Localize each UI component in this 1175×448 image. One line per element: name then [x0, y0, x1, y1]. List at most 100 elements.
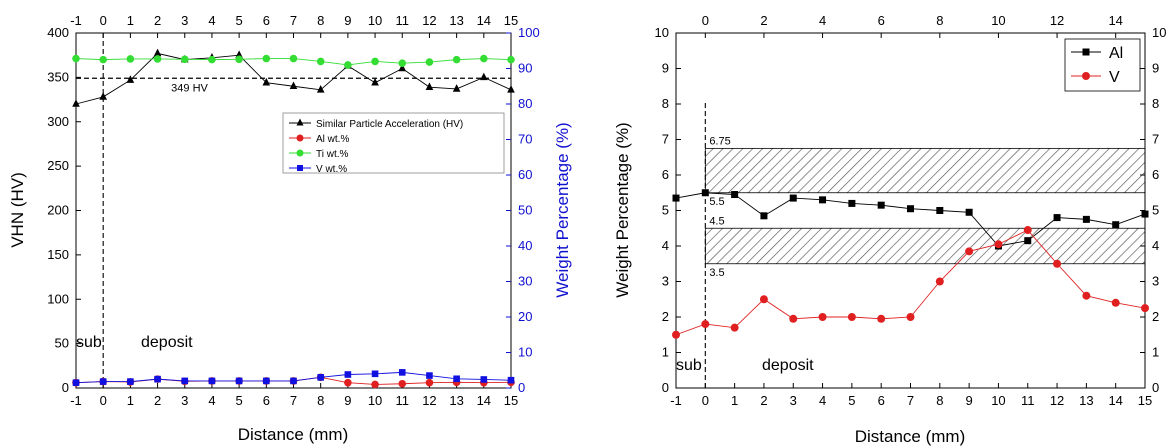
x-tick-label: 11 [1021, 393, 1035, 408]
data-point-3 [208, 377, 216, 385]
y-tick-label: 5 [662, 203, 669, 218]
data-point-0 [262, 77, 271, 86]
hardness-x-axis-title: Distance (mm) [238, 425, 349, 444]
x-tick-label-top: 1 [127, 13, 134, 28]
y-tick-label-right: 5 [1152, 203, 1159, 218]
x-tick-label-top: 0 [702, 13, 709, 28]
data-point-1 [789, 314, 798, 323]
region-label-sub: sub [76, 334, 102, 351]
legend-swatch-marker [296, 118, 304, 126]
y2-tick-label: 60 [518, 167, 532, 182]
data-point-3 [154, 375, 161, 383]
spec-band-0 [704, 147, 1146, 194]
data-point-3 [480, 376, 488, 383]
x-tick-label: 1 [127, 393, 134, 408]
data-point-1 [1023, 226, 1032, 235]
y2-tick-label: 0 [518, 380, 525, 395]
y-tick-label: 100 [47, 291, 69, 306]
hardness-y-axis-title: VHN (HV) [8, 172, 27, 248]
data-point-1 [818, 313, 827, 321]
data-point-2 [507, 55, 515, 64]
x-tick-label-top: 12 [422, 13, 436, 28]
data-point-3 [127, 378, 134, 385]
x-tick-label-top: 0 [100, 13, 107, 28]
data-point-2 [180, 55, 189, 64]
x-tick-label-top: 4 [819, 13, 826, 28]
data-point-0 [153, 48, 162, 57]
x-tick-label-top: -1 [70, 13, 82, 28]
composition-region-label-sub: sub [676, 357, 702, 374]
data-point-1 [398, 379, 407, 388]
data-point-1 [672, 330, 680, 339]
data-point-1 [965, 247, 974, 256]
x-tick-label: 14 [477, 393, 491, 408]
x-tick-label: 5 [236, 393, 243, 408]
hardness-legend-box [282, 112, 505, 174]
x-tick-label: 9 [966, 393, 973, 408]
y2-tick-label: 30 [518, 274, 532, 289]
data-point-3 [290, 377, 297, 385]
data-point-2 [262, 54, 271, 63]
x-tick-label-top: 13 [449, 13, 463, 28]
data-point-0 [1141, 210, 1149, 218]
region-label-deposit: deposit [141, 334, 193, 351]
data-point-0 [1112, 221, 1120, 229]
data-point-2 [316, 57, 325, 66]
data-point-1 [994, 240, 1003, 249]
y-tick-label-right: 2 [1152, 309, 1159, 324]
spec-band-label: 6.75 [709, 135, 730, 147]
data-point-1 [847, 313, 856, 321]
x-tick-label: -1 [670, 393, 682, 408]
y-tick-label: 150 [47, 247, 69, 262]
x-tick-label: 6 [878, 393, 885, 408]
y2-tick-label: 100 [518, 25, 540, 40]
data-point-1 [701, 320, 710, 329]
y-tick-label: 1 [662, 345, 669, 360]
spec-band-label: 4.5 [709, 215, 724, 227]
x-tick-label: 2 [154, 393, 161, 408]
data-point-2 [208, 55, 216, 64]
x-tick-label: 9 [344, 393, 351, 408]
x-tick-label-top: 2 [154, 13, 161, 28]
data-point-1 [1053, 259, 1062, 268]
y-tick-label: 400 [47, 25, 69, 40]
x-tick-label: 8 [936, 393, 943, 408]
legend-swatch-marker [1082, 48, 1090, 56]
legend-entry: Ti wt.% [316, 149, 349, 160]
y-tick-label-right: 9 [1152, 61, 1159, 76]
y2-tick-label: 10 [518, 345, 532, 360]
data-point-0 [731, 191, 739, 199]
x-tick-label: 3 [181, 393, 188, 408]
spec-band-label: 5.5 [709, 196, 724, 208]
y2-tick-label: 20 [518, 309, 532, 324]
x-tick-label-top: 2 [760, 13, 767, 28]
data-point-3 [181, 377, 189, 385]
data-point-3 [235, 377, 243, 385]
y-tick-label-right: 3 [1152, 274, 1159, 289]
data-point-0 [936, 207, 944, 214]
x-tick-label-top: 10 [368, 13, 382, 28]
data-point-1 [371, 380, 379, 389]
legend-swatch-marker [296, 134, 304, 142]
data-point-0 [72, 99, 80, 107]
data-point-1 [730, 323, 739, 332]
composition-legend: Al V [1064, 38, 1141, 92]
x-tick-label: 4 [208, 393, 215, 408]
data-point-2 [398, 59, 407, 67]
x-tick-label: 3 [790, 393, 797, 408]
data-point-2 [425, 58, 434, 66]
data-point-0 [701, 189, 709, 197]
composition-x-axis-title: Distance (mm) [855, 427, 966, 446]
weight-percentage-y2-axis-title: Weight Percentage (%) [553, 122, 572, 297]
x-tick-label-top: 8 [317, 13, 324, 28]
reference-line-label: 349 HV [171, 82, 208, 94]
y-tick-label: 300 [47, 114, 69, 129]
data-point-1 [759, 295, 768, 304]
y-tick-label-right: 7 [1152, 132, 1159, 147]
x-tick-label: 4 [819, 393, 826, 408]
data-point-0 [289, 81, 298, 90]
y-tick-label: 10 [655, 25, 669, 40]
y-tick-label: 6 [662, 167, 669, 182]
data-point-1 [935, 277, 944, 286]
data-point-1 [877, 314, 886, 323]
